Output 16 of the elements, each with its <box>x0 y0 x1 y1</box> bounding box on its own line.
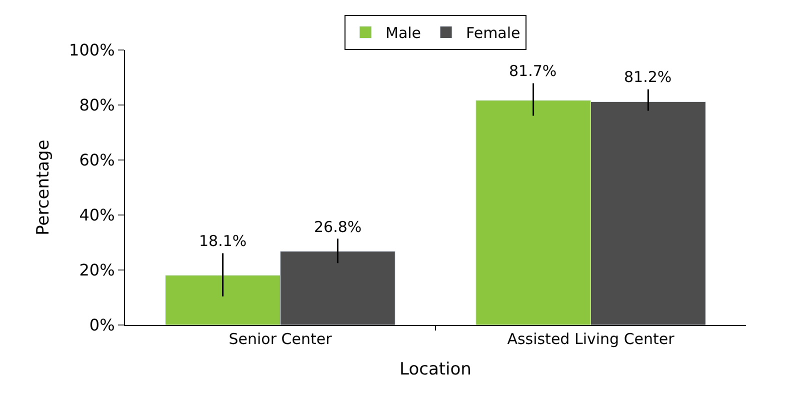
data-label: 18.1% <box>199 232 247 250</box>
data-label: 81.2% <box>624 68 672 86</box>
y-tick-label: 20% <box>79 260 115 280</box>
x-axis-title: Location <box>400 359 472 380</box>
y-tick-label: 60% <box>79 150 115 170</box>
y-tick-label: 80% <box>79 96 115 115</box>
legend-label: Female <box>466 24 520 42</box>
y-tick-label: 0% <box>89 316 115 335</box>
data-label: 26.8% <box>314 218 362 236</box>
y-tick-label: 100% <box>69 40 115 60</box>
x-tick-label: Senior Center <box>228 330 333 348</box>
data-label: 81.7% <box>509 62 557 80</box>
x-tick-label: Assisted Living Center <box>507 330 676 348</box>
y-tick-label: 40% <box>79 206 115 225</box>
y-axis-title: Percentage <box>34 140 54 236</box>
legend-label: Male <box>386 24 422 42</box>
